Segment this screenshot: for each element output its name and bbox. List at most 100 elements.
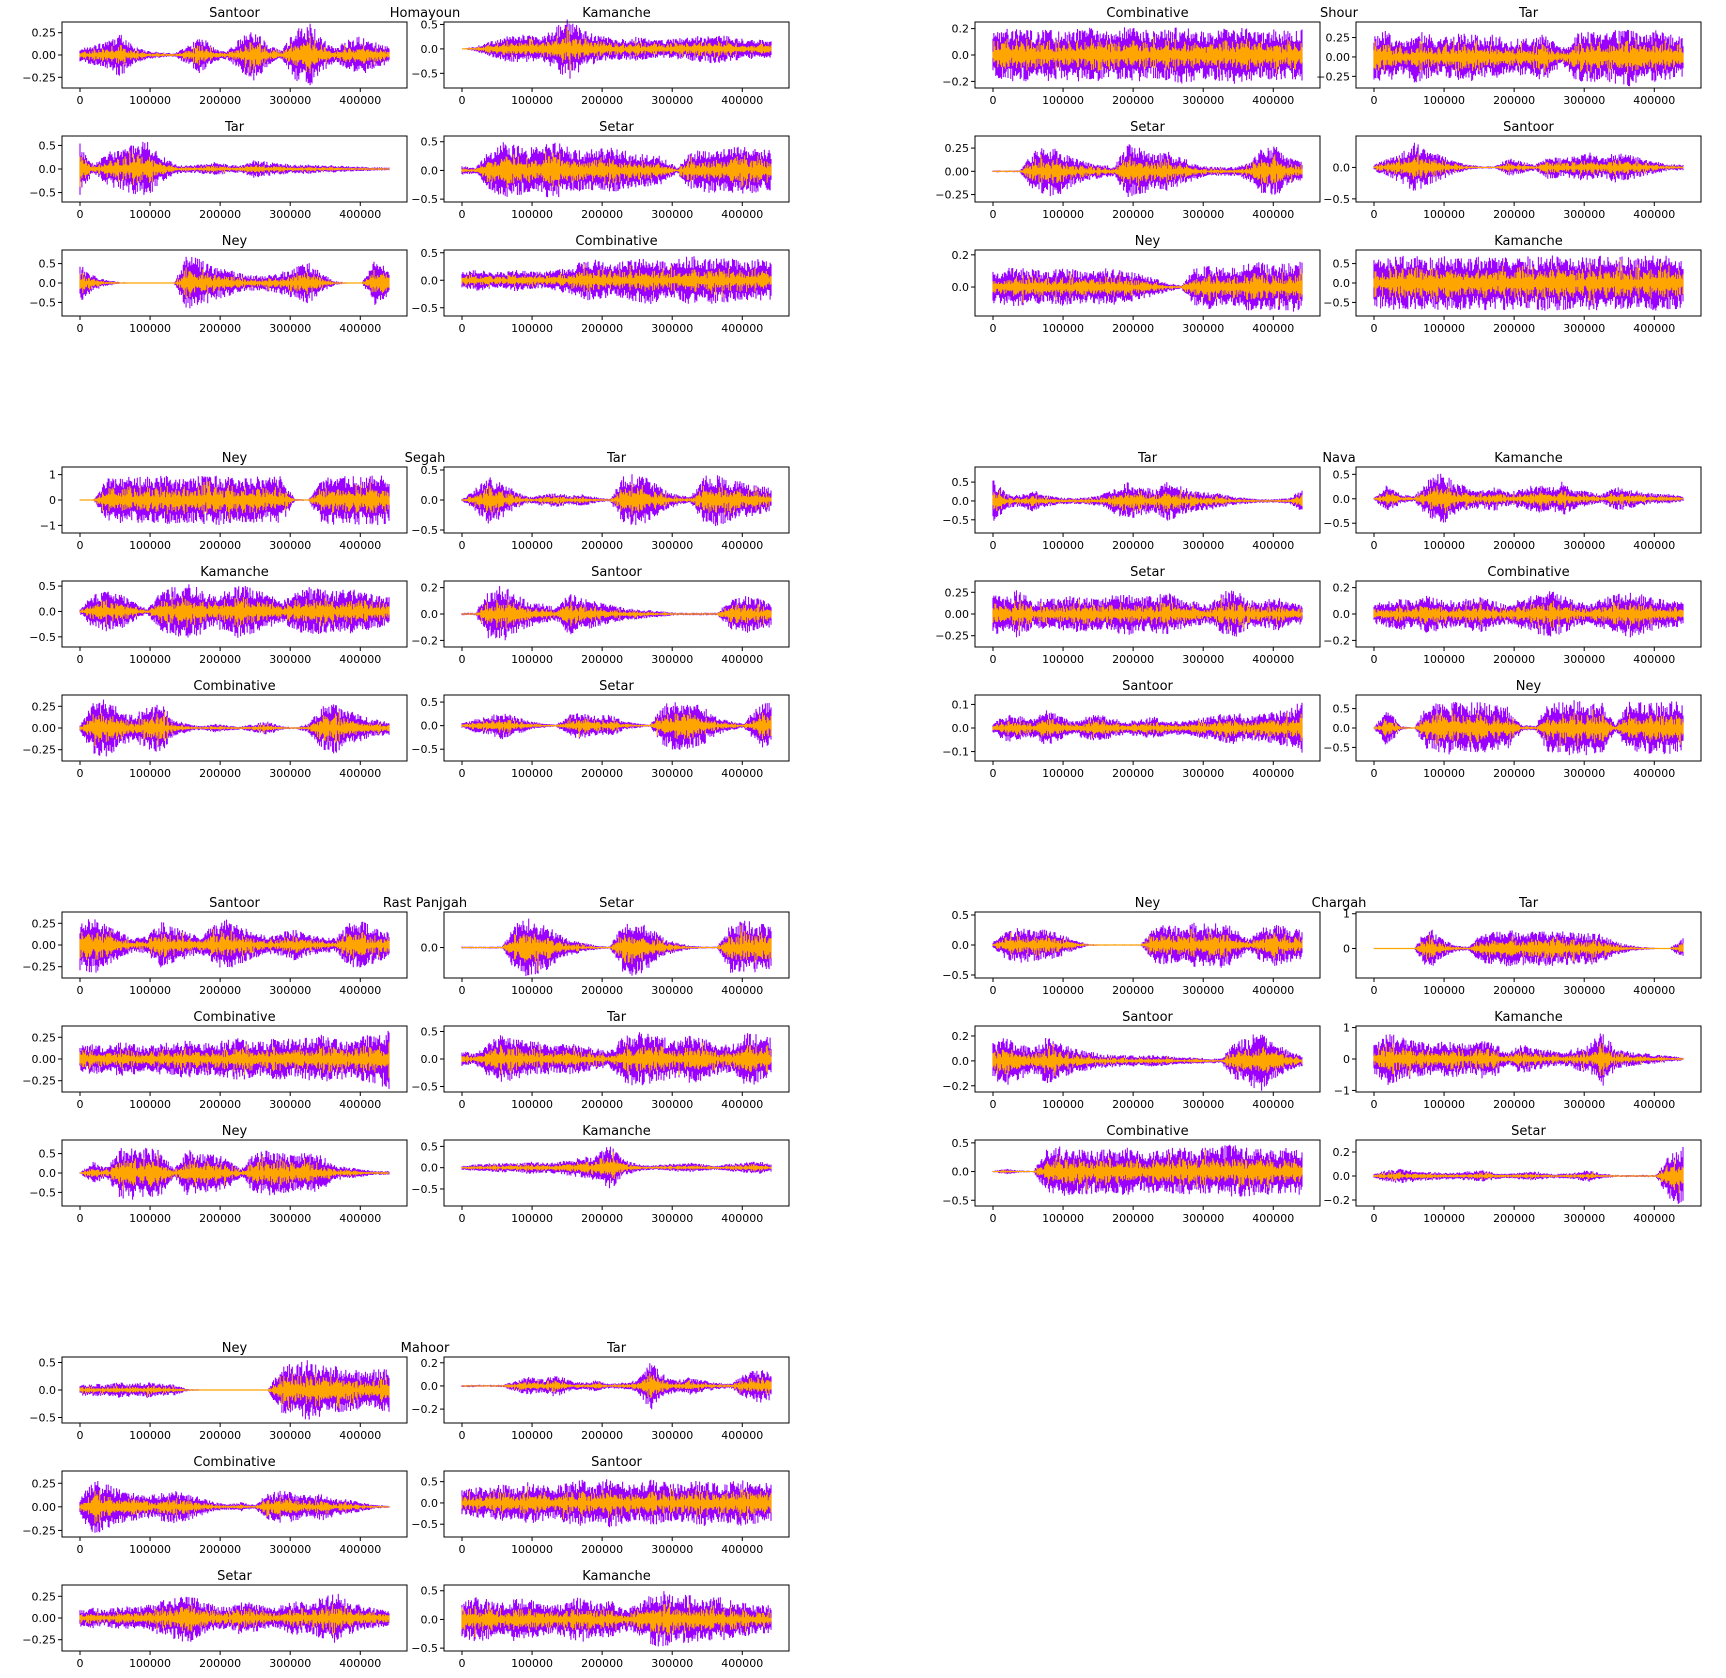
x-tick-label: 200000 [1112, 539, 1154, 552]
waveform [461, 1479, 772, 1528]
waveform [992, 27, 1303, 84]
waveform [79, 256, 390, 309]
x-tick-label: 100000 [129, 1657, 171, 1670]
y-tick-label: 0.2 [952, 249, 970, 262]
y-tick-label: −0.5 [411, 1642, 438, 1655]
x-tick-label: 0 [1371, 1212, 1378, 1225]
x-tick-label: 100000 [1423, 984, 1465, 997]
y-tick-label: 0.5 [421, 1026, 439, 1039]
x-axis: 0 100000 200000 300000 400000 [77, 88, 381, 107]
subplot-37: Ney 0 100000 200000 300000 400000 0.5 0.0 −0.5 [29, 1341, 408, 1442]
y-axis: 10 [1343, 908, 1356, 955]
x-tick-label: 400000 [339, 653, 381, 666]
x-tick-label: 300000 [651, 1429, 693, 1442]
waveform [992, 261, 1303, 312]
x-tick-label: 100000 [129, 984, 171, 997]
x-axis: 0 100000 200000 300000 400000 [77, 533, 381, 552]
y-tick-label: 0.0 [952, 1166, 970, 1179]
x-tick-label: 300000 [651, 767, 693, 780]
subplot-title: Tar [606, 1341, 627, 1356]
subplot-title: Ney [222, 1124, 248, 1139]
y-tick-label: 0.5 [421, 136, 439, 149]
y-tick-label: 0.25 [32, 1031, 57, 1044]
y-tick-label: 0.5 [421, 247, 439, 260]
x-tick-label: 300000 [651, 653, 693, 666]
x-tick-label: 100000 [129, 653, 171, 666]
y-tick-label: 0.0 [952, 49, 970, 62]
x-tick-label: 400000 [721, 94, 763, 107]
y-tick-label: 0.0 [952, 722, 970, 735]
group-title-shour: Shour [1320, 6, 1359, 21]
y-tick-label: 0.0 [421, 43, 439, 56]
x-tick-label: 0 [990, 1212, 997, 1225]
axes-frame [61, 1470, 408, 1538]
y-tick-label: 0.0 [1333, 161, 1351, 174]
axes-frame [974, 1025, 1321, 1093]
x-tick-label: 300000 [651, 1543, 693, 1556]
x-tick-label: 400000 [1252, 767, 1294, 780]
x-tick-label: 0 [77, 1098, 84, 1111]
group-title-chargah: Chargah [1312, 896, 1367, 911]
subplot-12: Kamanche 0 100000 200000 300000 400000 0.5 0.0 −… [1323, 234, 1702, 335]
y-tick-label: −0.5 [942, 1194, 969, 1207]
y-tick-label: 0 [1343, 942, 1350, 955]
x-axis: 0 100000 200000 300000 400000 [459, 316, 763, 335]
subplot-title: Santoor [1503, 120, 1554, 135]
y-tick-label: 0.2 [421, 582, 439, 595]
x-tick-label: 300000 [269, 539, 311, 552]
x-axis: 0 100000 200000 300000 400000 [459, 1537, 763, 1556]
x-tick-label: 300000 [1563, 1212, 1605, 1225]
y-tick-label: −0.25 [22, 71, 56, 84]
y-axis: 0.5 0.0 −0.5 [942, 476, 975, 527]
x-tick-label: 0 [77, 94, 84, 107]
axes-frame [443, 1139, 790, 1207]
x-tick-label: 300000 [1563, 94, 1605, 107]
x-tick-label: 100000 [511, 1657, 553, 1670]
y-axis: 0.2 0.0 −0.2 [411, 582, 444, 647]
y-tick-label: −0.5 [411, 193, 438, 206]
axes-frame [443, 1470, 790, 1538]
y-tick-label: 0.2 [421, 1357, 439, 1370]
x-tick-label: 300000 [1182, 984, 1224, 997]
x-tick-label: 200000 [581, 208, 623, 221]
waveform [461, 586, 772, 641]
y-axis: 0.5 0.0 −0.5 [411, 1476, 444, 1531]
x-tick-label: 200000 [199, 1212, 241, 1225]
x-tick-label: 100000 [129, 94, 171, 107]
waveform [461, 142, 772, 198]
y-tick-label: 0.5 [421, 696, 439, 709]
group-titles: Homayoun Shour Segah Nava Rast Panjgah C… [383, 6, 1367, 1356]
y-tick-label: 0.0 [952, 939, 970, 952]
y-tick-label: 0.00 [945, 608, 970, 621]
x-tick-label: 200000 [199, 653, 241, 666]
x-tick-label: 0 [459, 322, 466, 335]
x-tick-label: 400000 [721, 984, 763, 997]
y-tick-label: 0.5 [39, 1357, 57, 1370]
subplot-title: Setar [599, 896, 634, 911]
y-tick-label: 0.5 [421, 1476, 439, 1489]
waveform [79, 475, 390, 525]
group-title-nava: Nava [1322, 451, 1355, 466]
x-tick-label: 0 [77, 322, 84, 335]
y-tick-label: 0.00 [32, 722, 57, 735]
x-tick-label: 400000 [339, 539, 381, 552]
y-tick-label: −0.5 [411, 302, 438, 315]
x-tick-label: 0 [990, 653, 997, 666]
x-tick-label: 0 [77, 1212, 84, 1225]
y-tick-label: 1 [1343, 1022, 1350, 1035]
x-tick-label: 100000 [129, 767, 171, 780]
y-tick-label: −0.25 [1316, 70, 1350, 83]
y-tick-label: 1 [1343, 908, 1350, 921]
x-tick-label: 100000 [511, 984, 553, 997]
x-tick-label: 0 [1371, 539, 1378, 552]
x-tick-label: 0 [1371, 984, 1378, 997]
y-axis: 0.5 0.0 −0.5 [411, 136, 444, 206]
subplot-31: Ney 0 100000 200000 300000 400000 0.5 0.0 −0.5 [942, 896, 1321, 997]
x-axis: 0 100000 200000 300000 400000 [990, 202, 1294, 221]
y-axis: 0.25 0.00 −0.25 [22, 700, 62, 757]
x-tick-label: 0 [77, 767, 84, 780]
y-tick-label: 0.25 [1326, 32, 1351, 45]
